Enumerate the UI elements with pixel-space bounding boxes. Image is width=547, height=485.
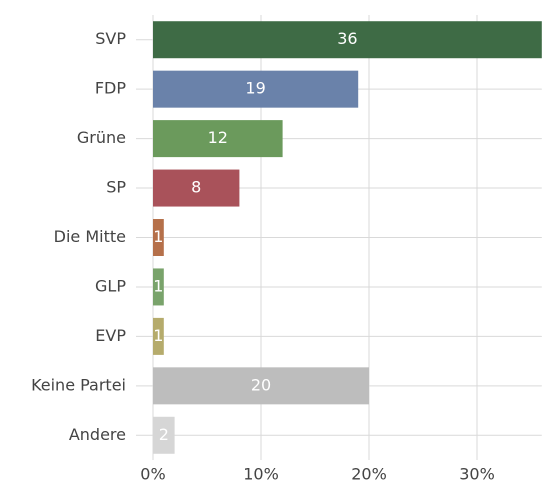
value-label: 12	[208, 128, 228, 147]
x-tick-label: 10%	[243, 465, 279, 484]
y-tick-label: SP	[106, 178, 126, 197]
y-tick-label: Grüne	[77, 128, 126, 147]
x-tick-label: 30%	[459, 465, 495, 484]
value-label: 36	[337, 29, 357, 48]
bar	[153, 317, 164, 355]
value-label: 1	[153, 227, 163, 246]
value-label: 1	[153, 276, 163, 295]
y-tick-label: EVP	[95, 326, 126, 345]
value-label: 1	[153, 326, 163, 345]
bar	[153, 268, 164, 306]
bar	[153, 120, 283, 158]
y-tick-label: Keine Partei	[31, 375, 126, 394]
y-tick-label: GLP	[95, 276, 126, 295]
bar	[153, 416, 175, 454]
bar	[153, 219, 164, 256]
bar	[153, 70, 359, 108]
y-tick-label: Andere	[69, 425, 126, 444]
value-label: 20	[251, 375, 271, 394]
bar	[153, 21, 542, 59]
x-tick-label: 0%	[140, 465, 165, 484]
y-tick-label: FDP	[95, 79, 127, 98]
bar	[153, 169, 240, 207]
y-tick-label: SVP	[95, 29, 126, 48]
x-tick-label: 20%	[351, 465, 387, 484]
bar	[153, 367, 369, 405]
y-tick-label: Die Mitte	[54, 227, 126, 246]
value-label: 8	[191, 178, 201, 197]
value-label: 2	[159, 425, 169, 444]
value-label: 19	[245, 79, 265, 98]
